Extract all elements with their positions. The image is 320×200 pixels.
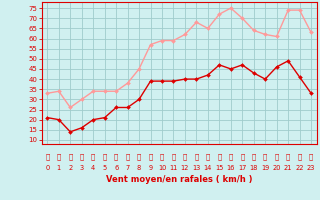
Text: ⮡: ⮡ [194,154,198,160]
Text: ⮡: ⮡ [45,154,50,160]
Text: ⮡: ⮡ [286,154,290,160]
Text: 7: 7 [125,165,130,171]
Text: 8: 8 [137,165,141,171]
Text: ⮡: ⮡ [148,154,153,160]
Text: 6: 6 [114,165,118,171]
Text: ⮡: ⮡ [91,154,95,160]
Text: ⮡: ⮡ [263,154,267,160]
Text: ⮡: ⮡ [68,154,72,160]
Text: 21: 21 [284,165,292,171]
Text: 22: 22 [295,165,304,171]
Text: ⮡: ⮡ [298,154,302,160]
Text: ⮡: ⮡ [160,154,164,160]
Text: ⮡: ⮡ [309,154,313,160]
Text: ⮡: ⮡ [183,154,187,160]
Text: ⮡: ⮡ [80,154,84,160]
Text: 19: 19 [261,165,269,171]
Text: 4: 4 [91,165,95,171]
Text: 15: 15 [215,165,224,171]
Text: ⮡: ⮡ [240,154,244,160]
Text: ⮡: ⮡ [102,154,107,160]
Text: 13: 13 [192,165,201,171]
Text: ⮡: ⮡ [229,154,233,160]
Text: 10: 10 [158,165,166,171]
Text: 23: 23 [307,165,315,171]
Text: ⮡: ⮡ [125,154,130,160]
Text: 9: 9 [148,165,153,171]
Text: ⮡: ⮡ [114,154,118,160]
Text: ⮡: ⮡ [217,154,221,160]
Text: 2: 2 [68,165,72,171]
Text: 18: 18 [250,165,258,171]
Text: ⮡: ⮡ [252,154,256,160]
Text: ⮡: ⮡ [275,154,279,160]
Text: 14: 14 [204,165,212,171]
Text: ⮡: ⮡ [137,154,141,160]
Text: 5: 5 [102,165,107,171]
Text: 0: 0 [45,165,50,171]
Text: ⮡: ⮡ [57,154,61,160]
Text: 16: 16 [227,165,235,171]
Text: 11: 11 [169,165,178,171]
Text: 20: 20 [272,165,281,171]
Text: Vent moyen/en rafales ( km/h ): Vent moyen/en rafales ( km/h ) [106,175,252,184]
Text: 3: 3 [80,165,84,171]
Text: ⮡: ⮡ [171,154,176,160]
Text: 17: 17 [238,165,246,171]
Text: ⮡: ⮡ [206,154,210,160]
Text: 1: 1 [57,165,61,171]
Text: 12: 12 [181,165,189,171]
